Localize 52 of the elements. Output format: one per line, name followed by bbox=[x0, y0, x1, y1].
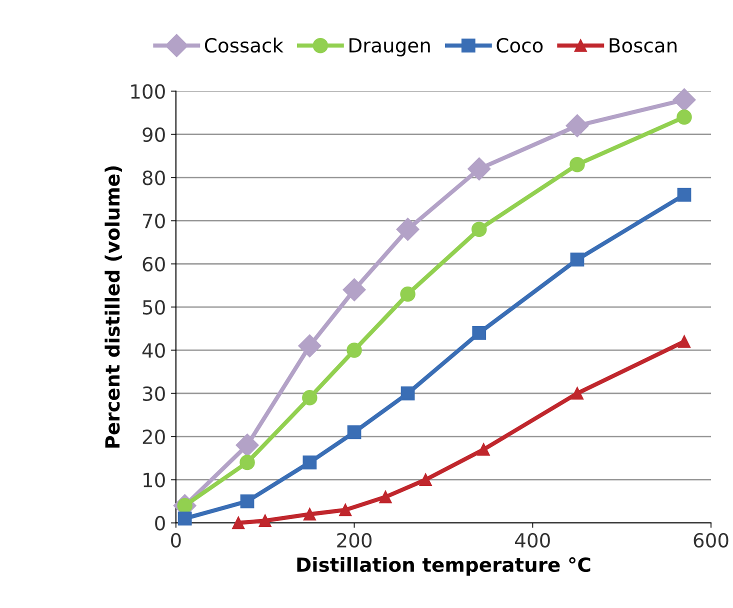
legend-label: Coco bbox=[496, 38, 543, 53]
point bbox=[570, 252, 584, 266]
point bbox=[240, 454, 255, 470]
point bbox=[342, 278, 366, 302]
y-tick-label: 60 bbox=[142, 256, 165, 272]
y-tick-label: 30 bbox=[142, 386, 165, 402]
point bbox=[400, 386, 415, 400]
point bbox=[396, 218, 420, 241]
y-tick-label: 80 bbox=[142, 170, 165, 186]
point bbox=[178, 512, 192, 526]
point bbox=[298, 334, 322, 358]
y-tick-label: 100 bbox=[131, 84, 165, 99]
point bbox=[468, 157, 491, 180]
point bbox=[236, 434, 259, 457]
point bbox=[676, 109, 692, 125]
y-tick-label: 90 bbox=[142, 127, 165, 142]
y-tick-label: 20 bbox=[142, 430, 165, 444]
y-tick-label: 40 bbox=[142, 343, 165, 358]
x-tick-label: 200 bbox=[337, 532, 372, 548]
point bbox=[472, 326, 486, 340]
y-tick-label: 0 bbox=[155, 516, 165, 531]
point bbox=[678, 335, 691, 348]
point bbox=[677, 188, 692, 202]
point bbox=[400, 286, 416, 302]
point bbox=[303, 508, 316, 520]
y-tick-label: 50 bbox=[142, 300, 165, 315]
point bbox=[570, 387, 584, 400]
y-tick-label: 10 bbox=[144, 472, 165, 488]
point bbox=[346, 342, 362, 358]
point bbox=[566, 114, 589, 138]
point bbox=[477, 443, 490, 456]
point bbox=[339, 504, 352, 516]
point bbox=[472, 222, 487, 237]
point bbox=[232, 516, 245, 530]
point bbox=[347, 425, 362, 440]
point bbox=[258, 514, 272, 527]
y-tick-label: 70 bbox=[143, 214, 165, 228]
point bbox=[240, 494, 254, 508]
x-tick-label: 400 bbox=[515, 532, 550, 548]
legend-label: Cossack bbox=[204, 38, 284, 53]
point bbox=[379, 490, 392, 504]
point bbox=[672, 88, 696, 112]
x-tick-label: 0 bbox=[171, 532, 181, 548]
point bbox=[570, 156, 585, 172]
point bbox=[302, 456, 317, 470]
y-axis-title: Percent distilled (volume) bbox=[104, 166, 122, 448]
legend-label: Draugen bbox=[350, 38, 430, 56]
x-tick-label: 600 bbox=[694, 532, 728, 548]
point bbox=[302, 390, 318, 406]
point bbox=[419, 473, 432, 486]
x-axis-title: Distillation temperature °C bbox=[297, 556, 590, 576]
legend-label: Boscan bbox=[610, 38, 677, 53]
